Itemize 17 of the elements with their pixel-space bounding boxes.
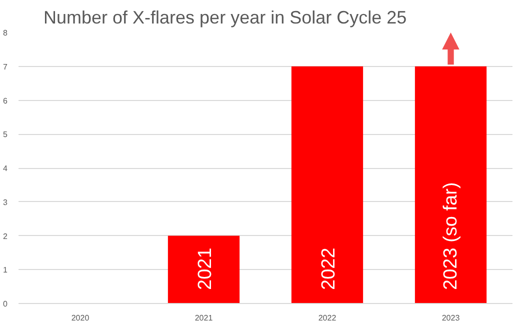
y-tick-label: 7 [3,62,8,72]
x-tick-label: 2021 [194,314,214,322]
y-tick-label: 2 [3,232,8,241]
annotation: 2021 [194,248,216,290]
y-tick-label: 4 [3,164,8,173]
chart-title: Number of X-flares per year in Solar Cycle 25 [44,8,407,28]
y-tick-label: 8 [3,28,8,38]
y-tick-label: 0 [3,300,8,308]
x-tick-label: 2022 [318,314,337,322]
y-tick-label: 5 [3,130,8,140]
x-tick-label: 2020 [71,314,90,322]
annotation: 2022 [318,248,340,290]
y-tick-label: 6 [3,96,8,106]
x-tick-label: 2023 [442,314,460,322]
y-tick-label: 3 [3,198,8,207]
y-tick-label: 1 [3,266,8,275]
annotation: 2023 (so far) [440,182,462,290]
